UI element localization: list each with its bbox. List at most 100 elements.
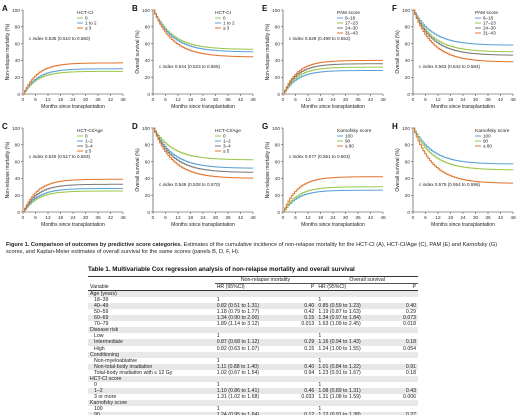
- table-cell-os-p: 0.054: [403, 345, 416, 352]
- y-tick-label: 60: [145, 41, 151, 47]
- table-cell-variable: 70–79: [94, 321, 109, 328]
- survival-curve-3: [153, 127, 254, 179]
- x-tick-label: 24: [200, 215, 206, 221]
- x-axis-label: Months since transplantation: [41, 104, 105, 110]
- y-tick-label: 100: [402, 126, 410, 132]
- table-cell-nrm-hr: 1: [216, 381, 220, 388]
- table-cell-os-p: 0.40: [384, 303, 418, 310]
- column-header-nrm-hr: HR (95%CI): [214, 283, 283, 292]
- survival-curve-1: [153, 127, 254, 169]
- table-cell-variable: 90: [88, 412, 215, 415]
- x-tick-label: 18: [188, 215, 194, 221]
- c-index-label: c index 0.563 (0.542 to 0.584): [419, 64, 481, 69]
- table-section-row: Disease risk: [88, 327, 418, 334]
- survival-curve-1: [23, 187, 123, 213]
- legend-title: HCT-CI: [77, 10, 93, 16]
- table-section-row: Conditioning: [88, 351, 418, 358]
- legend-label: 90: [345, 139, 351, 144]
- x-tick-label: 12: [305, 97, 311, 103]
- x-tick-label: 0: [22, 97, 25, 103]
- y-tick-label: 80: [145, 25, 151, 31]
- survival-curve-2: [153, 127, 254, 173]
- y-tick-label: 100: [142, 8, 150, 14]
- survival-curve-0: [413, 127, 514, 165]
- legend-title: HCT-CI/Age: [77, 128, 103, 134]
- survival-curve-1: [413, 9, 514, 53]
- y-tick-label: 80: [15, 143, 21, 149]
- x-axis-label: Months since transplantation: [301, 104, 365, 110]
- panel-letter: E: [262, 4, 268, 13]
- survival-curve-1: [413, 127, 514, 171]
- x-tick-label: 30: [213, 215, 219, 221]
- legend-label: ≤ 80: [483, 144, 492, 149]
- table-cell-nrm-hr: [214, 375, 283, 382]
- x-tick-label: 18: [318, 215, 324, 221]
- legend-label: 100: [483, 134, 491, 139]
- panel-H: H 0 20 40 60 80 100 0 6 12 18 24 30 36 42 48 Months sinc…: [392, 122, 516, 228]
- x-tick-label: 0: [412, 215, 415, 221]
- x-tick-label: 42: [368, 97, 374, 103]
- y-tick-label: 60: [405, 159, 411, 165]
- legend-title: Karnofsky score: [475, 128, 510, 134]
- y-tick-label: 0: [17, 92, 20, 98]
- table-cell-nrm-hr: 1.02 (0.67 to 1.54): [216, 369, 260, 376]
- table-cell-os-hr: 1: [318, 333, 322, 340]
- table-cell-os-p: 0.073: [384, 315, 418, 322]
- table-row: High 0.82 (0.63 to 1.07) 0.15 1.24 (1.00 to…: [88, 346, 418, 352]
- table-cell-os-p: [384, 375, 418, 382]
- legend-label: 8–16: [345, 16, 356, 21]
- table-cell-nrm-hr: 1.10 (0.86 to 1.41): [214, 387, 283, 394]
- table-row: 100 1 1: [88, 406, 418, 412]
- table-cell-variable: 3 or more: [94, 393, 117, 400]
- y-tick-label: 0: [147, 210, 150, 216]
- table-section-row: HCT-CI score: [88, 375, 418, 382]
- x-tick-label: 42: [238, 97, 244, 103]
- table-cell-nrm-p: [282, 399, 317, 406]
- y-tick-label: 20: [405, 75, 411, 81]
- panel-letter: F: [392, 4, 397, 13]
- y-axis-label: Non-relapse mortality (%): [5, 141, 11, 198]
- table-row: Intermediate 0.87 (0.68 to 1.12) 0.29 1.16 …: [88, 339, 418, 346]
- c-index-label: c index 0.575 (0.554 to 0.596): [419, 182, 481, 187]
- y-tick-label: 100: [12, 126, 20, 132]
- x-tick-label: 18: [188, 97, 194, 103]
- table-cell-os-hr: 1.24 (1.00 to 1.55): [318, 345, 361, 352]
- x-axis-label: Months since transplantation: [41, 222, 105, 228]
- table-section-row: Karnofsky score: [88, 399, 418, 406]
- table-cell-nrm-p: 0.15: [304, 345, 315, 352]
- legend-label: 31–43: [483, 31, 496, 36]
- table-row: Non-myeloablative 1 1: [88, 358, 418, 364]
- x-tick-label: 18: [318, 97, 324, 103]
- x-tick-label: 6: [424, 215, 427, 221]
- x-tick-label: 0: [282, 215, 285, 221]
- table-cell-os-hr: 1.63 (1.09 to 2.45): [318, 321, 361, 328]
- x-tick-label: 24: [200, 97, 206, 103]
- table-row: Low 1 1: [88, 333, 418, 339]
- table-cell-nrm-p: [282, 290, 317, 298]
- legend-label: 1 to 2: [223, 21, 235, 26]
- y-tick-label: 20: [405, 193, 411, 199]
- table-cell-nrm-p: 0.94: [304, 369, 315, 376]
- survival-curve-3: [413, 9, 514, 63]
- table-cell-os-hr: 1.19 (0.87 to 1.63): [318, 309, 361, 316]
- x-tick-label: 30: [213, 97, 219, 103]
- x-tick-label: 12: [45, 97, 51, 103]
- survival-curve-1: [153, 9, 254, 53]
- panel-F: F 0 20 40 60 80 100 0 6 12 18 24 30 36 42 48 Months sinc…: [392, 4, 516, 110]
- table-cell-os-hr: 1.01 (0.84 to 1.22): [316, 363, 385, 370]
- x-tick-label: 6: [424, 97, 427, 103]
- panel-B: B 0 20 40 60 80 100 0 6 12 18 24 30 36 42 48 Months sinc…: [132, 4, 256, 110]
- x-axis-label: Months since transplantation: [301, 222, 365, 228]
- table-cell-os-hr: [316, 399, 385, 406]
- y-tick-label: 40: [275, 58, 281, 64]
- y-tick-label: 80: [145, 143, 151, 149]
- table-cell-os-p: 0.43: [384, 387, 418, 394]
- table-cell-os-p: 0.29: [405, 309, 416, 316]
- legend-label: 0: [85, 16, 88, 21]
- y-tick-label: 20: [145, 75, 151, 81]
- panel-G: G 0 20 40 60 80 100 0 6 12 18 24 30 36 42 48 Months sinc…: [262, 122, 386, 228]
- table-cell-os-hr: 1: [318, 405, 322, 412]
- survival-curve-3: [283, 59, 383, 95]
- x-tick-label: 12: [175, 97, 181, 103]
- x-tick-label: 42: [368, 215, 374, 221]
